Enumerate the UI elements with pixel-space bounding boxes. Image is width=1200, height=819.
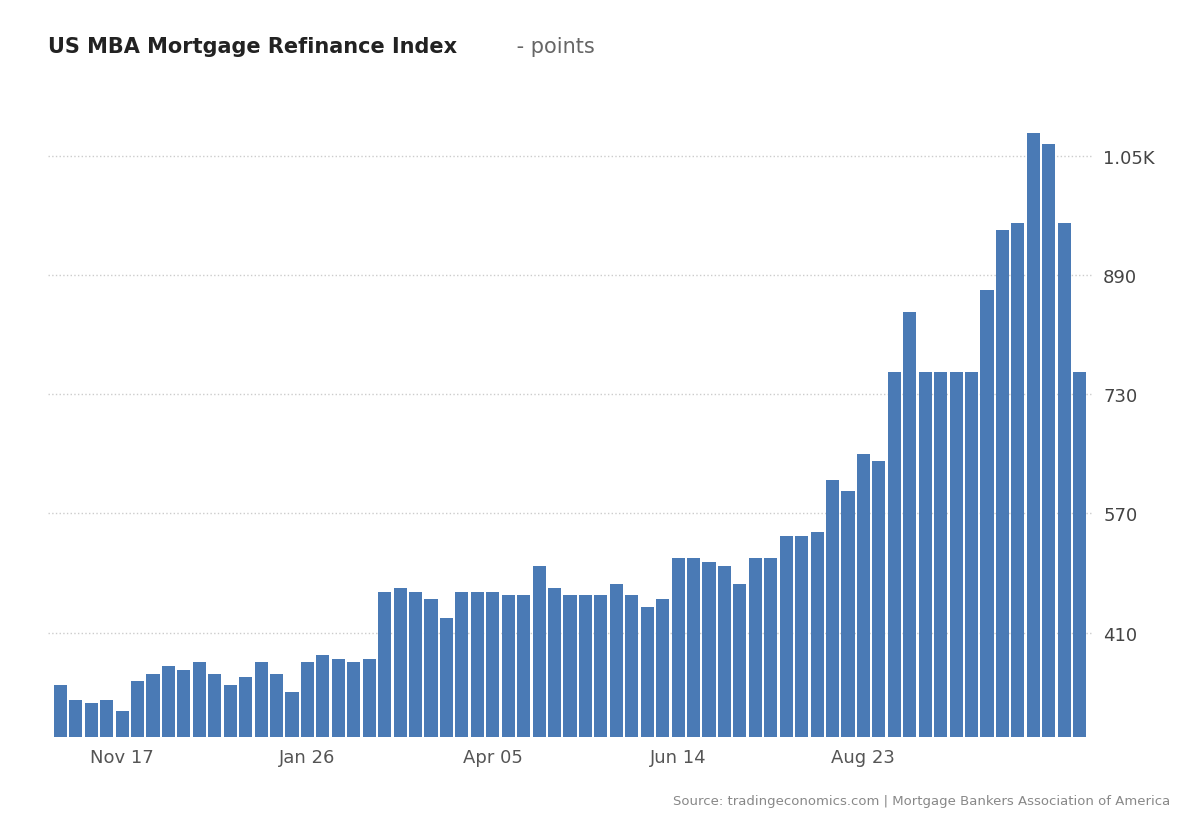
Bar [625,595,638,819]
Bar [1057,224,1070,819]
Bar [440,618,454,819]
Bar [672,559,685,819]
Bar [70,700,83,819]
Bar [996,231,1009,819]
Bar [178,670,191,819]
Bar [394,588,407,819]
Bar [486,592,499,819]
Bar [702,562,715,819]
Bar [362,659,376,819]
Bar [223,685,236,819]
Text: Source: tradingeconomics.com | Mortgage Bankers Association of America: Source: tradingeconomics.com | Mortgage … [673,794,1170,807]
Bar [100,700,113,819]
Bar [780,536,793,819]
Bar [1073,373,1086,819]
Bar [965,373,978,819]
Bar [919,373,931,819]
Bar [548,588,562,819]
Bar [980,291,994,819]
Bar [378,592,391,819]
Bar [872,462,886,819]
Bar [656,600,670,819]
Bar [455,592,468,819]
Bar [425,600,438,819]
Bar [131,681,144,819]
Bar [904,313,917,819]
Bar [578,595,592,819]
Bar [749,559,762,819]
Bar [270,674,283,819]
Bar [949,373,962,819]
Bar [841,491,854,819]
Bar [826,480,839,819]
Bar [470,592,484,819]
Bar [193,663,206,819]
Bar [564,595,576,819]
Bar [888,373,901,819]
Bar [409,592,422,819]
Bar [286,692,299,819]
Bar [857,455,870,819]
Bar [733,585,746,819]
Bar [502,595,515,819]
Bar [162,667,175,819]
Bar [347,663,360,819]
Bar [146,674,160,819]
Text: US MBA Mortgage Refinance Index: US MBA Mortgage Refinance Index [48,37,457,57]
Bar [533,566,546,819]
Bar [85,704,98,819]
Bar [810,532,823,819]
Bar [1027,134,1040,819]
Bar [610,585,623,819]
Bar [718,566,731,819]
Bar [594,595,607,819]
Bar [54,685,67,819]
Bar [1042,145,1055,819]
Bar [239,677,252,819]
Bar [1012,224,1025,819]
Bar [686,559,700,819]
Bar [796,536,809,819]
Bar [641,607,654,819]
Bar [209,674,221,819]
Bar [254,663,268,819]
Bar [517,595,530,819]
Bar [934,373,947,819]
Bar [764,559,778,819]
Bar [115,711,128,819]
Bar [331,659,344,819]
Text: - points: - points [510,37,595,57]
Bar [317,655,330,819]
Bar [301,663,314,819]
